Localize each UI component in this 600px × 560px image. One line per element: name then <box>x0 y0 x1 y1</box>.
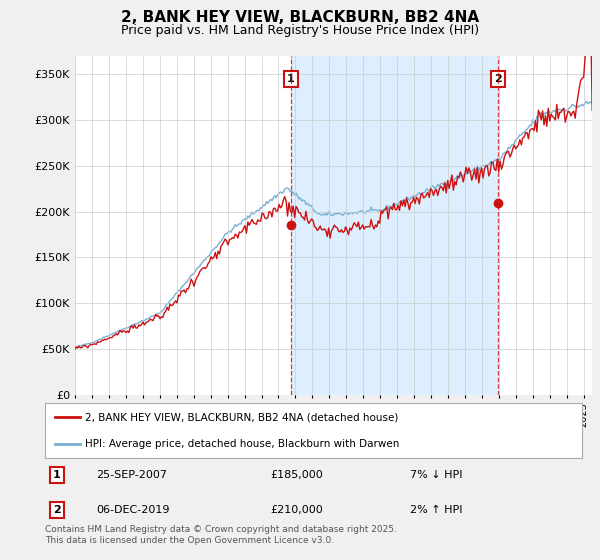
Text: 2: 2 <box>53 505 61 515</box>
Text: HPI: Average price, detached house, Blackburn with Darwen: HPI: Average price, detached house, Blac… <box>85 439 400 449</box>
Text: 06-DEC-2019: 06-DEC-2019 <box>96 505 170 515</box>
Text: 7% ↓ HPI: 7% ↓ HPI <box>410 470 463 480</box>
Text: 2% ↑ HPI: 2% ↑ HPI <box>410 505 463 515</box>
Text: £210,000: £210,000 <box>271 505 323 515</box>
Bar <box>291 56 498 395</box>
Text: 2, BANK HEY VIEW, BLACKBURN, BB2 4NA (detached house): 2, BANK HEY VIEW, BLACKBURN, BB2 4NA (de… <box>85 413 398 422</box>
Text: 2: 2 <box>494 74 502 84</box>
Text: 1: 1 <box>53 470 61 480</box>
Text: £185,000: £185,000 <box>271 470 323 480</box>
Text: 25-SEP-2007: 25-SEP-2007 <box>96 470 167 480</box>
Text: Price paid vs. HM Land Registry's House Price Index (HPI): Price paid vs. HM Land Registry's House … <box>121 24 479 36</box>
Text: 2, BANK HEY VIEW, BLACKBURN, BB2 4NA: 2, BANK HEY VIEW, BLACKBURN, BB2 4NA <box>121 10 479 25</box>
Text: 1: 1 <box>287 74 295 84</box>
Text: Contains HM Land Registry data © Crown copyright and database right 2025.
This d: Contains HM Land Registry data © Crown c… <box>45 525 397 545</box>
